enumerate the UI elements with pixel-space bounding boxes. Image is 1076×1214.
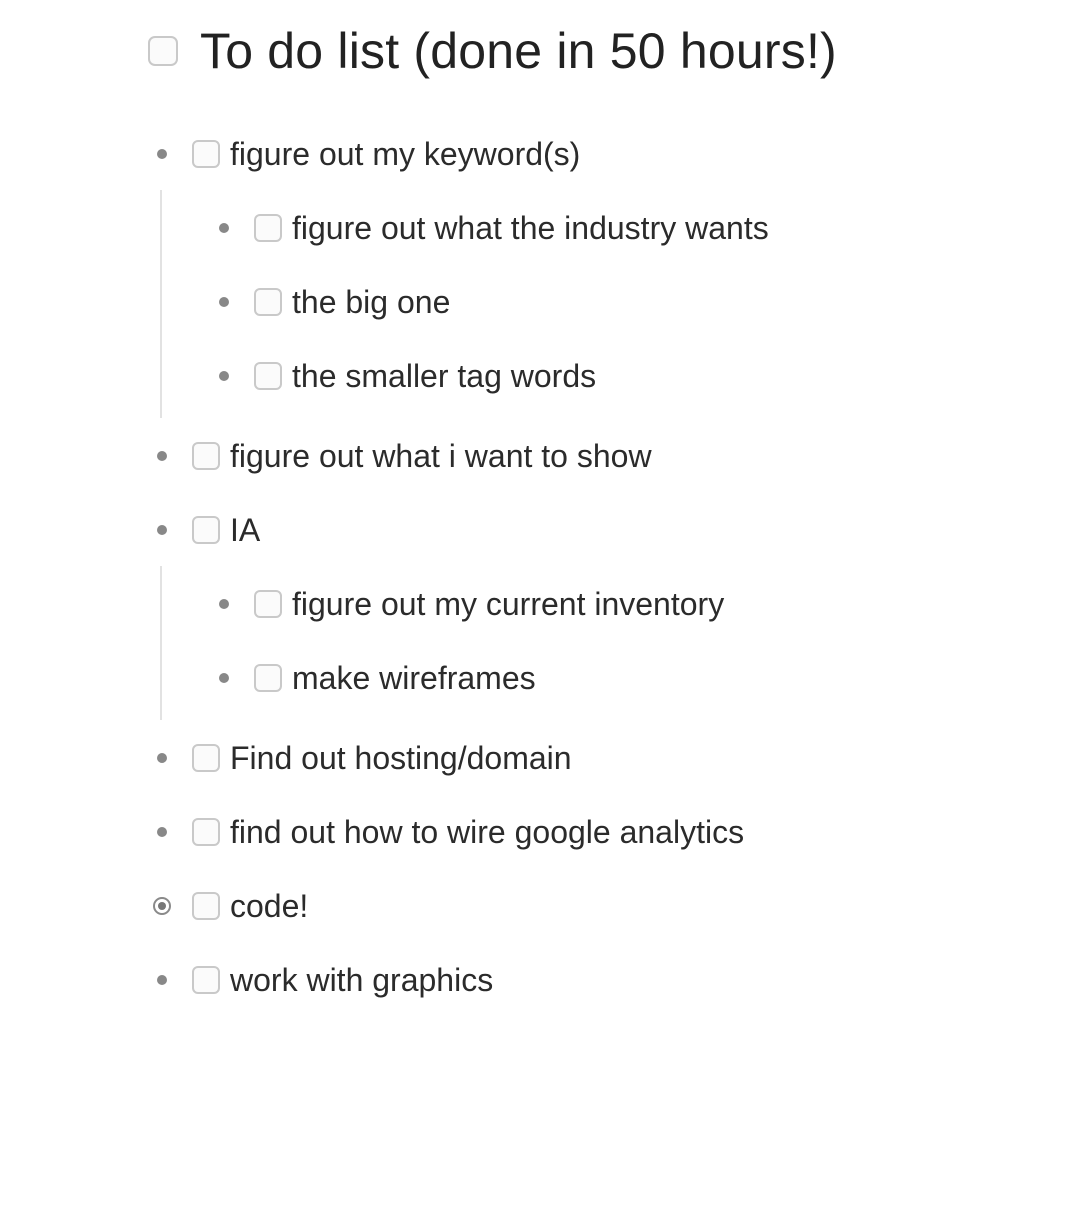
item-label[interactable]: Find out hosting/domain: [230, 740, 572, 776]
item-label[interactable]: make wireframes: [292, 660, 536, 696]
item-checkbox[interactable]: [254, 664, 282, 692]
bullet-icon[interactable]: [157, 525, 167, 535]
list-item-code[interactable]: code!: [153, 886, 309, 926]
list-item-ia[interactable]: IA: [157, 510, 260, 550]
item-label[interactable]: work with graphics: [230, 962, 494, 998]
list-item-industry-wants[interactable]: figure out what the industry wants: [219, 208, 769, 248]
page-title[interactable]: To do list (done in 50 hours!): [200, 23, 837, 79]
bullet-icon[interactable]: [219, 371, 229, 381]
item-checkbox[interactable]: [192, 966, 220, 994]
indent-guide-line: [160, 190, 162, 418]
item-label[interactable]: figure out my current inventory: [292, 586, 725, 622]
list-item-hosting-domain[interactable]: Find out hosting/domain: [157, 738, 572, 778]
list-item-graphics[interactable]: work with graphics: [157, 960, 493, 1000]
list-item-big-one[interactable]: the big one: [219, 282, 450, 322]
item-label[interactable]: the big one: [292, 284, 451, 320]
item-checkbox[interactable]: [254, 288, 282, 316]
bullet-icon[interactable]: [219, 599, 229, 609]
item-checkbox[interactable]: [254, 590, 282, 618]
item-label[interactable]: find out how to wire google analytics: [230, 814, 745, 850]
title-row: To do list (done in 50 hours!): [148, 18, 837, 84]
list-item-current-inventory[interactable]: figure out my current inventory: [219, 584, 724, 624]
item-checkbox[interactable]: [192, 892, 220, 920]
item-label[interactable]: figure out my keyword(s): [230, 136, 581, 172]
item-label[interactable]: the smaller tag words: [292, 358, 597, 394]
item-checkbox[interactable]: [192, 140, 220, 168]
title-checkbox[interactable]: [148, 36, 178, 66]
list-item-keywords[interactable]: figure out my keyword(s): [157, 134, 580, 174]
indent-guide-line: [160, 566, 162, 720]
list-item-google-analytics[interactable]: find out how to wire google analytics: [157, 812, 744, 852]
item-label[interactable]: code!: [230, 888, 309, 924]
item-checkbox[interactable]: [192, 744, 220, 772]
bullet-icon[interactable]: [219, 223, 229, 233]
list-item-smaller-tag-words[interactable]: the smaller tag words: [219, 356, 596, 396]
bullet-icon[interactable]: [157, 149, 167, 159]
collapsed-bullet-icon[interactable]: [153, 897, 171, 915]
item-label[interactable]: figure out what the industry wants: [292, 210, 769, 246]
item-checkbox[interactable]: [192, 818, 220, 846]
list-item-what-to-show[interactable]: figure out what i want to show: [157, 436, 652, 476]
item-label[interactable]: IA: [230, 512, 261, 548]
bullet-icon[interactable]: [157, 827, 167, 837]
bullet-icon[interactable]: [157, 451, 167, 461]
list-item-wireframes[interactable]: make wireframes: [219, 658, 536, 698]
bullet-icon[interactable]: [157, 753, 167, 763]
item-label[interactable]: figure out what i want to show: [230, 438, 652, 474]
bullet-icon[interactable]: [219, 673, 229, 683]
bullet-icon[interactable]: [157, 975, 167, 985]
item-checkbox[interactable]: [254, 214, 282, 242]
item-checkbox[interactable]: [254, 362, 282, 390]
item-checkbox[interactable]: [192, 516, 220, 544]
bullet-icon[interactable]: [219, 297, 229, 307]
item-checkbox[interactable]: [192, 442, 220, 470]
